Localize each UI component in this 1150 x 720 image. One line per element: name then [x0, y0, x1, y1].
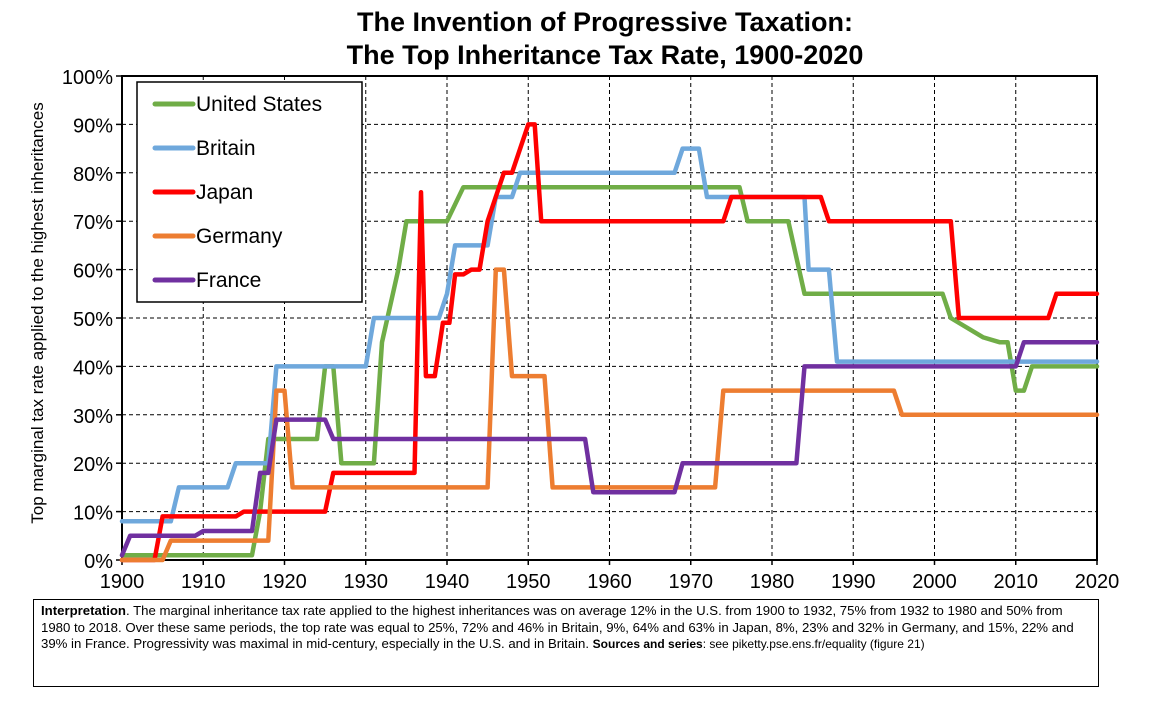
- sources-text: : see piketty.pse.ens.fr/equality (figur…: [702, 637, 925, 651]
- legend-label: Germany: [196, 225, 283, 248]
- y-axis-ticks: 0% 10% 20% 30% 40% 50% 60% 70% 80% 90% 100%: [62, 67, 122, 573]
- y-tick-label: 90%: [73, 115, 113, 137]
- y-tick-label: 80%: [73, 164, 113, 186]
- y-tick-label: 40%: [73, 357, 113, 379]
- chart-title: The Invention of Progressive Taxation:: [356, 7, 854, 37]
- plot-frame: [121, 75, 1098, 561]
- x-tick-label: 2000: [912, 571, 957, 593]
- chart-title-block: The Invention of Progressive Taxation: T…: [0, 6, 1150, 72]
- note-lead: Interpretation: [41, 603, 126, 618]
- legend: United States Britain Japan Germany France: [136, 81, 363, 303]
- x-tick-label: 1990: [831, 571, 876, 593]
- series-line-japan: [119, 122, 1100, 563]
- x-tick-label: 1980: [750, 571, 795, 593]
- x-tick-label: 1940: [425, 571, 470, 593]
- y-axis-label: Top marginal tax rate applied to the hig…: [28, 102, 47, 523]
- x-tick-label: 1920: [262, 571, 307, 593]
- sources-label: Sources and series: [592, 637, 703, 651]
- x-tick-label: 1970: [669, 571, 714, 593]
- y-tick-label: 100%: [62, 67, 113, 89]
- x-tick-label: 2020: [1075, 571, 1120, 593]
- chart-subtitle: The Top Inheritance Tax Rate, 1900-2020: [346, 40, 864, 70]
- legend-label: Britain: [196, 137, 256, 160]
- x-tick-label: 1900: [100, 571, 145, 593]
- x-tick-label: 1960: [587, 571, 632, 593]
- y-tick-label: 20%: [73, 454, 113, 476]
- y-tick-label: 70%: [73, 212, 113, 234]
- series-line-united-states: [119, 185, 1100, 558]
- legend-label: France: [196, 269, 261, 292]
- y-tick-label: 30%: [73, 406, 113, 428]
- y-tick-label: 10%: [73, 503, 113, 525]
- x-tick-label: 1910: [181, 571, 226, 593]
- y-tick-label: 60%: [73, 261, 113, 283]
- note-text: . The marginal inheritance tax rate appl…: [41, 603, 1074, 651]
- y-tick-label: 0%: [84, 551, 113, 573]
- series-layer: [119, 122, 1100, 563]
- y-tick-label: 50%: [73, 309, 113, 331]
- x-tick-label: 1950: [506, 571, 551, 593]
- legend-label: Japan: [196, 181, 253, 204]
- x-tick-label: 2010: [994, 571, 1039, 593]
- series-line-germany: [119, 267, 1100, 563]
- legend-label: United States: [196, 93, 322, 116]
- x-tick-label: 1930: [344, 571, 389, 593]
- interpretation-note: Interpretation. The marginal inheritance…: [33, 599, 1099, 687]
- series-line-france: [119, 339, 1100, 558]
- chart-canvas: 0%10%20%30%40%50%60%70%80%90%100% 1900 19…: [28, 67, 1120, 593]
- x-axis-ticks: 1900 1910 1920 1930 1940 1950 1960 1970 1980 1990…: [100, 560, 1120, 593]
